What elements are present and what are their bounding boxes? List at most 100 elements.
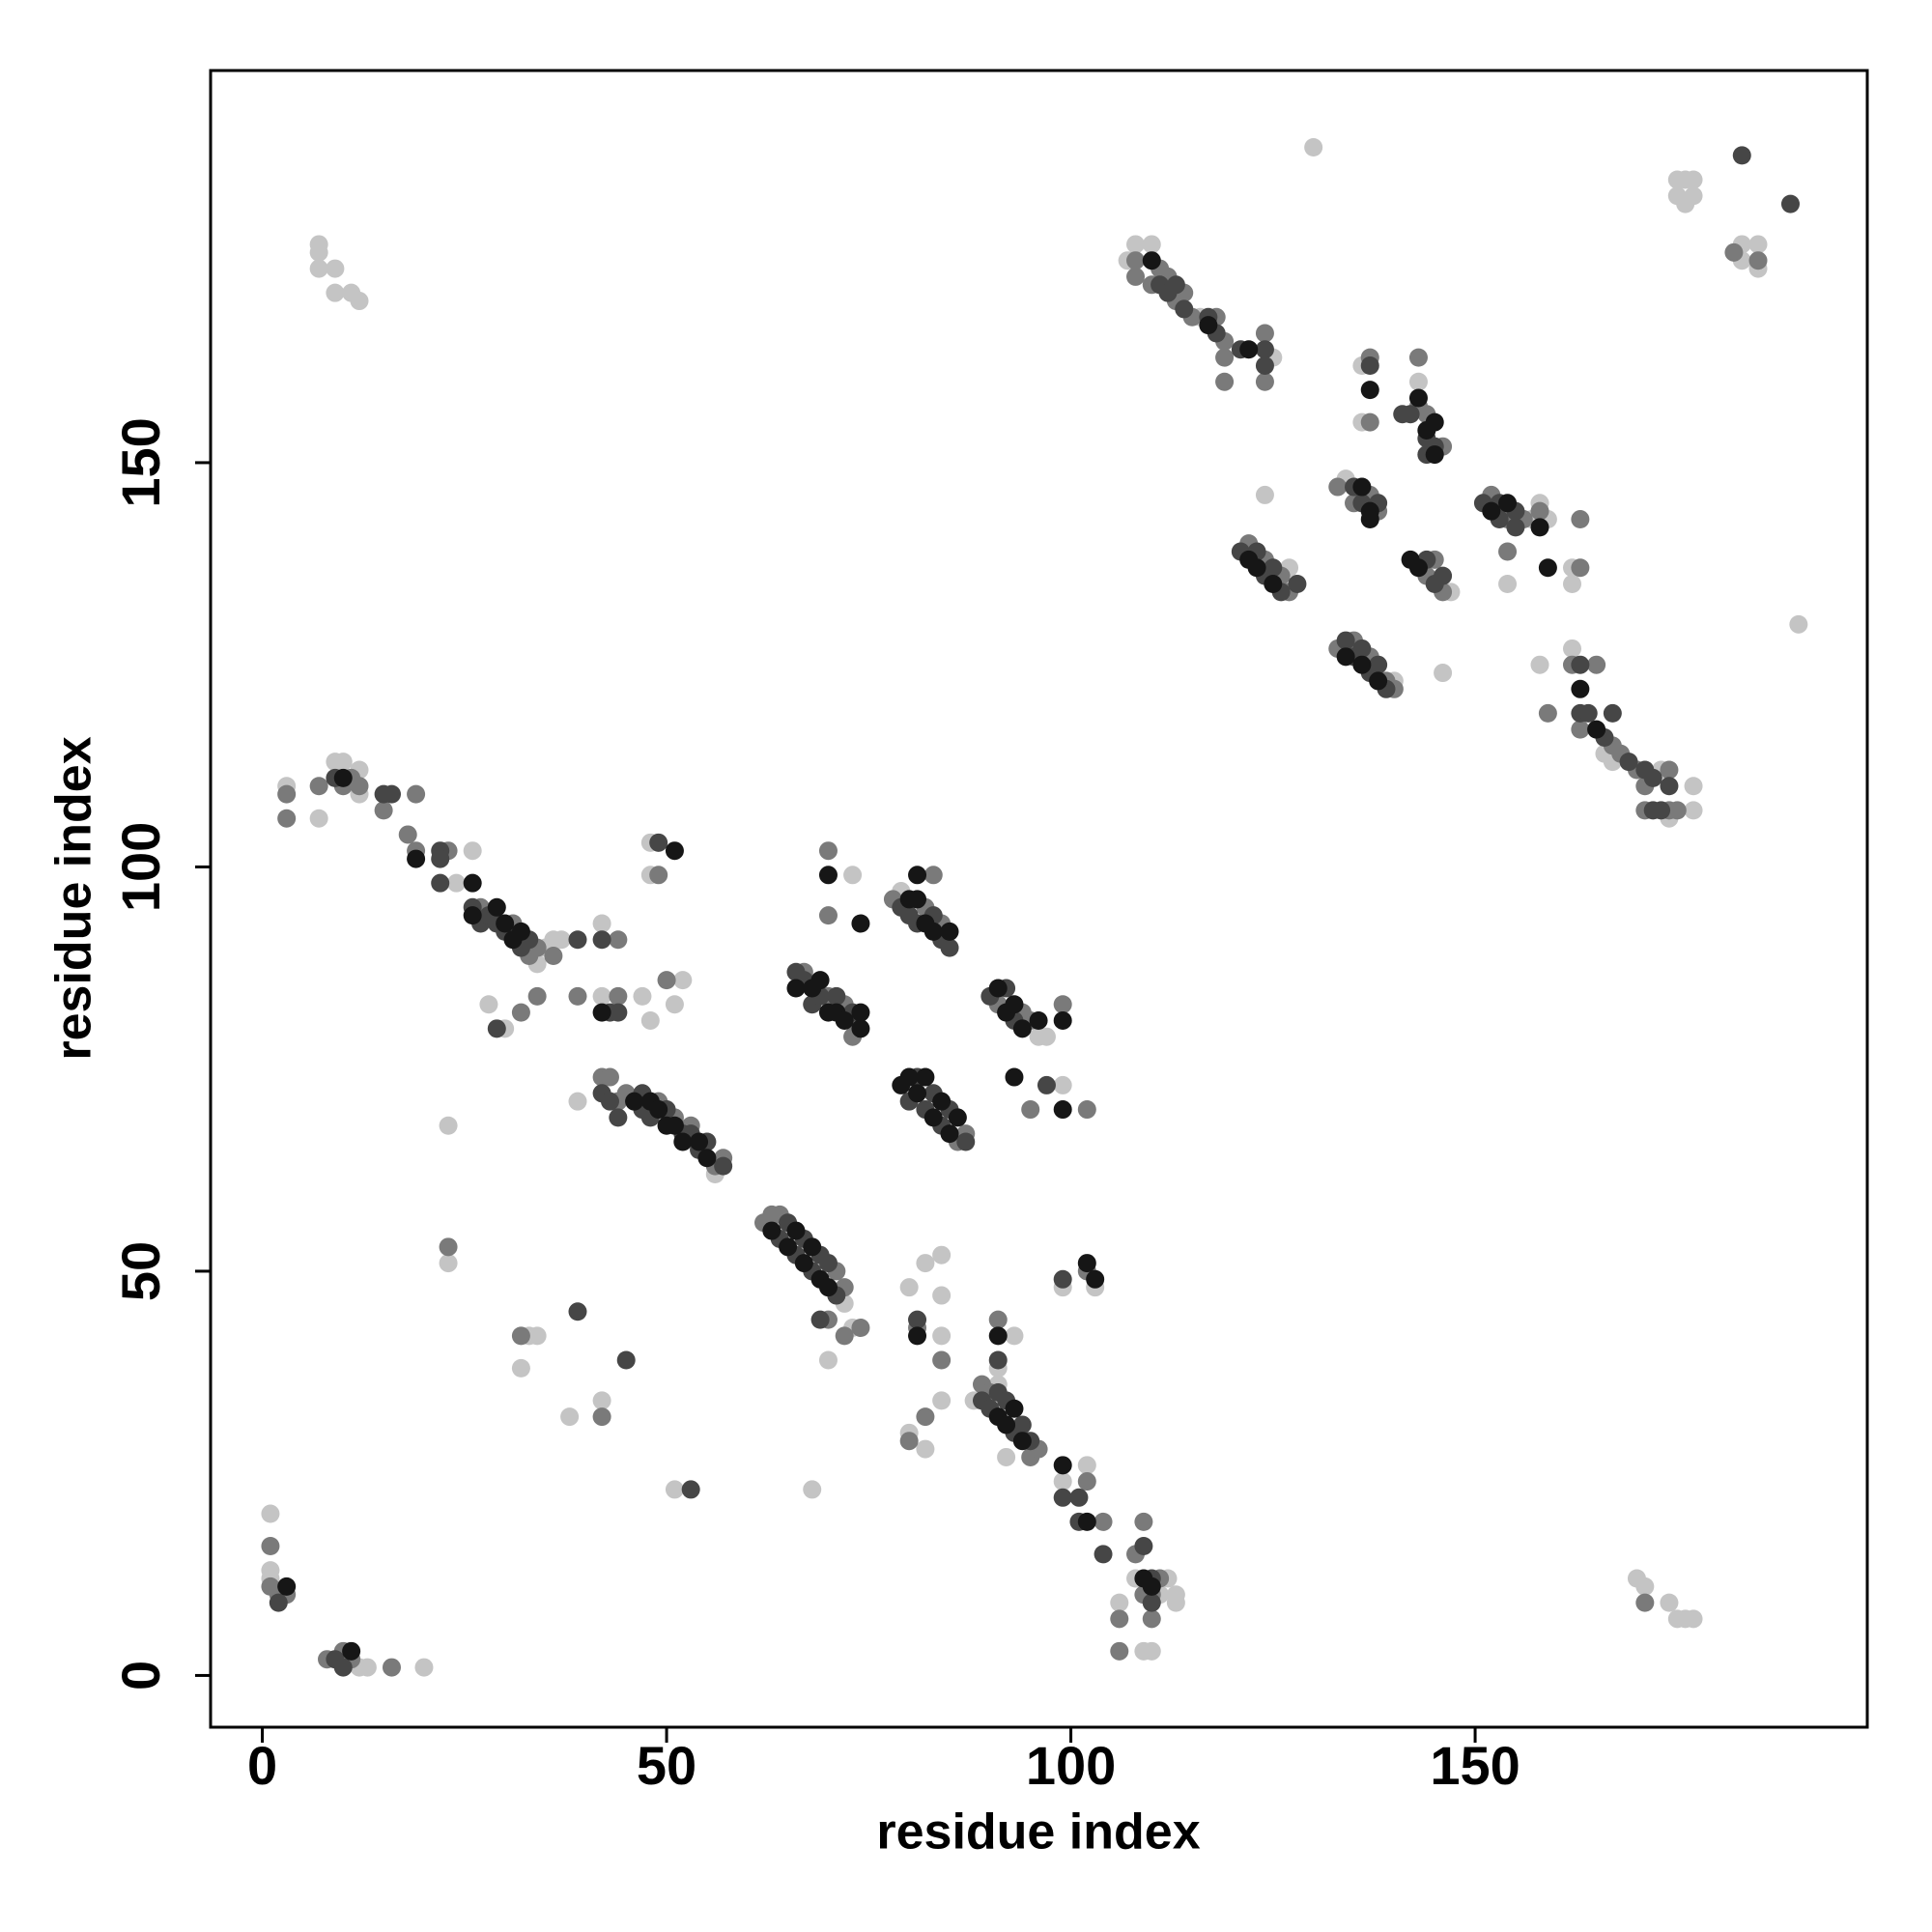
contact-point (1134, 1512, 1153, 1531)
contact-point (342, 1641, 361, 1661)
contact-point (333, 768, 353, 787)
contact-point (1110, 1641, 1129, 1661)
contact-point (1408, 372, 1428, 391)
contact-point (1077, 1100, 1096, 1120)
contact-point (277, 784, 297, 804)
contact-point (835, 1010, 854, 1030)
contact-point (592, 1003, 611, 1022)
y-tick-label: 0 (110, 1661, 171, 1690)
contact-point (932, 1326, 952, 1346)
contact-point (851, 1319, 870, 1338)
contact-point (786, 979, 806, 998)
contact-point (1142, 1641, 1161, 1661)
contact-point (592, 914, 611, 933)
contact-point (1667, 801, 1687, 820)
contact-point (1684, 777, 1703, 796)
contact-point (1578, 703, 1598, 723)
contact-point (1053, 1488, 1072, 1507)
contact-point (818, 906, 838, 925)
contact-point (1142, 1593, 1161, 1612)
contact-point (1077, 1472, 1096, 1492)
x-tick-label: 50 (637, 1735, 696, 1796)
contact-point (1247, 558, 1266, 578)
contact-point (1408, 348, 1428, 367)
contact-point (1053, 1269, 1072, 1289)
contact-point (956, 1132, 976, 1151)
contact-point (843, 866, 863, 885)
contact-point (997, 1447, 1016, 1466)
contact-point (908, 1084, 927, 1103)
contact-point (1587, 655, 1606, 674)
contact-point (633, 986, 652, 1006)
contact-point (1110, 1593, 1129, 1612)
contact-point (309, 777, 328, 796)
contact-point (1086, 1269, 1105, 1289)
contact-point (1498, 542, 1518, 561)
contact-point (1037, 1075, 1056, 1094)
contact-point (544, 947, 563, 966)
contact-point (1304, 138, 1323, 157)
contact-point (592, 1391, 611, 1410)
contact-point (1352, 477, 1372, 497)
contact-point (908, 866, 927, 885)
contact-point (908, 1326, 927, 1346)
contact-point (851, 1003, 870, 1022)
contact-point (1053, 1456, 1072, 1475)
contact-point (487, 897, 506, 917)
contact-point (431, 849, 450, 868)
contact-point (1336, 647, 1355, 667)
contact-point (1660, 1593, 1679, 1612)
contact-point (560, 1407, 580, 1427)
contact-point (487, 1019, 506, 1038)
contact-point (463, 873, 482, 893)
contact-point (1005, 1399, 1024, 1418)
contact-point (1264, 574, 1283, 593)
contact-point (1255, 372, 1274, 391)
contact-point (1352, 639, 1372, 658)
contact-point (1029, 1010, 1048, 1030)
y-tick-label: 100 (110, 822, 171, 912)
contact-point (1005, 1326, 1024, 1346)
contact-point (357, 1658, 377, 1677)
contact-point (309, 259, 328, 278)
contact-point (439, 1116, 458, 1135)
contact-point (1506, 518, 1525, 537)
contact-point (916, 1407, 935, 1427)
contact-point (932, 1350, 952, 1370)
contact-point (496, 914, 515, 933)
contact-point (1660, 760, 1679, 780)
contact-point (1530, 655, 1549, 674)
contact-point (908, 890, 927, 909)
contact-point (1425, 445, 1444, 465)
contact-point (1126, 235, 1146, 254)
contact-point (1077, 1254, 1096, 1273)
contact-point (1748, 235, 1768, 254)
contact-point (609, 986, 628, 1006)
contact-point (690, 1132, 709, 1151)
contact-point (1166, 275, 1185, 295)
contact-point (1643, 768, 1662, 787)
contact-point (916, 1067, 935, 1087)
contact-point (818, 866, 838, 885)
y-tick-label: 50 (110, 1241, 171, 1301)
contact-point (1142, 1609, 1161, 1629)
contact-point (439, 1254, 458, 1273)
contact-point (803, 1237, 822, 1257)
contact-point (1142, 251, 1161, 270)
contact-point (988, 979, 1008, 998)
contact-point (1562, 639, 1581, 658)
contact-point (616, 1350, 636, 1370)
contact-point (1684, 1609, 1703, 1629)
contact-point (527, 986, 547, 1006)
contact-point (1053, 1075, 1072, 1094)
contact-point (1037, 1027, 1056, 1046)
contact-point (1724, 242, 1744, 262)
contact-point (1393, 405, 1412, 424)
contact-point (1748, 251, 1768, 270)
contact-point (916, 1254, 935, 1273)
contact-point (407, 849, 426, 868)
contact-point (940, 938, 959, 957)
contact-point (609, 1108, 628, 1127)
